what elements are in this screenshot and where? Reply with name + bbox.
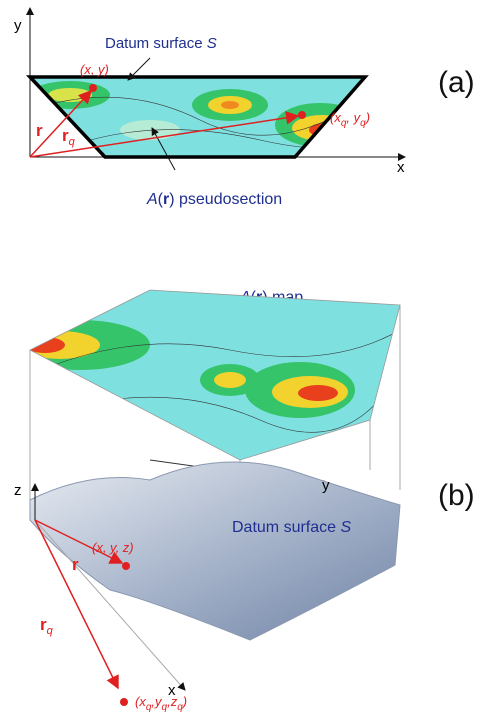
axis-label: y [322, 477, 330, 494]
text-part: ) pseudosection [169, 191, 282, 208]
axis-label: y [14, 17, 22, 34]
vector-label: r [36, 121, 43, 140]
point [122, 562, 130, 570]
contour-section [30, 77, 370, 157]
axis-label: x [397, 159, 405, 176]
point-label: (x, y) [80, 62, 109, 77]
panel-a: y x Datum surface S (x, y) (xq, yq) r rq… [14, 8, 475, 208]
text-part: q [47, 625, 54, 637]
text-part: q [69, 136, 76, 148]
datum-label: Datum surface S [232, 519, 351, 536]
text-part: Datum surface [232, 519, 340, 536]
text-part: Datum surface [105, 35, 207, 52]
panel-tag: (a) [438, 66, 475, 99]
point [89, 84, 97, 92]
text-part: (x [330, 110, 341, 125]
vector-label: rq [62, 126, 76, 148]
text-part: ,z [167, 694, 178, 709]
text-part: A [146, 191, 158, 208]
point-label: (xq, yq) [330, 110, 370, 129]
point [120, 698, 128, 706]
panel-tag: (b) [438, 479, 475, 512]
text-part: (x [135, 694, 146, 709]
datum-surface [30, 462, 400, 640]
text-part: S [207, 35, 217, 52]
caption: A(r) pseudosection [146, 191, 282, 208]
text-part: S [340, 519, 351, 536]
vector-label: rq [40, 615, 54, 637]
vector-label: r [72, 555, 79, 574]
figure: y x Datum surface S (x, y) (xq, yq) r rq… [0, 0, 495, 720]
point [298, 111, 306, 119]
point-label: (x, y, z) [92, 540, 134, 555]
contour-map [10, 285, 405, 465]
axis-label: z [14, 482, 22, 499]
point-label: (xq,yq,zq) [135, 694, 187, 713]
datum-label: Datum surface S [105, 35, 217, 52]
panel-b: A(r) map y z x Datum surface S (x, y, z)… [10, 285, 475, 713]
